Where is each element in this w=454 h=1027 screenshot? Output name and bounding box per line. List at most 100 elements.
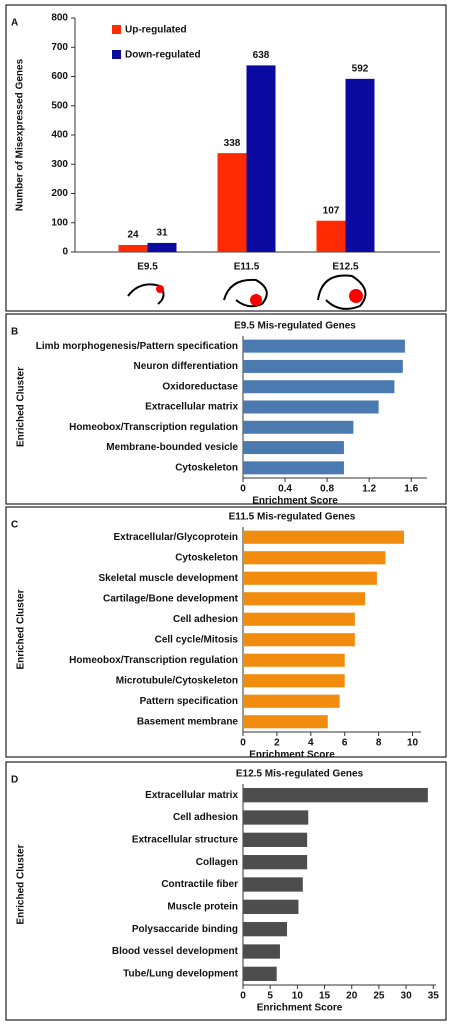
value-label: 638 (253, 50, 270, 61)
chart-title: E9.5 Mis-regulated Genes (234, 321, 356, 332)
x-tick-label: 10 (292, 991, 304, 1002)
y-tick-label: Oxidoreductase (162, 381, 238, 392)
bar (246, 65, 276, 252)
y-tick-label: Cell adhesion (173, 812, 238, 823)
y-tick-label: Skeletal muscle development (98, 573, 238, 584)
chart-title: E12.5 Mis-regulated Genes (236, 769, 364, 780)
legend-swatch (112, 25, 121, 34)
x-tick-label: 10 (407, 738, 419, 749)
embryo (223, 278, 268, 308)
y-tick-label: Membrane-bounded vesicle (106, 442, 238, 453)
y-tick-label: 300 (51, 159, 68, 170)
y-tick-label: 400 (51, 130, 68, 141)
bar (243, 400, 379, 414)
y-tick-label: Limb morphogenesis/Pattern specification (36, 341, 238, 352)
x-tick-label: 0 (240, 484, 246, 495)
value-label: 338 (224, 138, 241, 149)
x-tick-label: E11.5 (234, 262, 260, 273)
x-tick-label: 5 (267, 991, 273, 1002)
y-tick-label: 800 (51, 13, 68, 24)
panel-label: B (11, 327, 18, 338)
bar (243, 441, 344, 455)
y-tick-label: 100 (51, 217, 68, 228)
y-tick-label: Basement membrane (137, 716, 239, 727)
y-tick-label: 0 (62, 247, 68, 258)
x-tick-label: 30 (401, 991, 413, 1002)
y-tick-label: Blood vessel development (112, 946, 239, 957)
y-tick-label: Collagen (196, 857, 238, 868)
bar (243, 855, 308, 870)
bar (243, 530, 405, 544)
x-axis-label: Enrichment Score (257, 1003, 343, 1014)
panel-frame (5, 313, 447, 505)
panel-frame (5, 4, 447, 312)
y-tick-label: 200 (51, 188, 68, 199)
y-tick-label: 600 (51, 71, 68, 82)
x-tick-label: 0.4 (278, 484, 292, 495)
y-tick-label: Neuron differentiation (134, 361, 238, 372)
x-tick-label: 6 (342, 738, 348, 749)
y-tick-label: 500 (51, 100, 68, 111)
embryo-spot (250, 294, 262, 306)
bar (243, 592, 366, 606)
bar (243, 380, 395, 394)
x-tick-label: 35 (428, 991, 440, 1002)
y-tick-label: Muscle protein (167, 901, 238, 912)
bar (243, 944, 280, 959)
x-tick-label: E12.5 (332, 262, 359, 273)
y-tick-label: Pattern specification (140, 696, 238, 707)
x-tick-label: 8 (376, 738, 382, 749)
y-tick-label: Contractile fiber (161, 879, 238, 890)
panel-label: A (11, 18, 18, 29)
y-tick-label: Polysaccaride binding (132, 924, 238, 935)
bar (243, 788, 428, 803)
bar (243, 810, 309, 825)
y-axis-label: Enriched Cluster (16, 844, 27, 924)
y-tick-label: Cell adhesion (173, 614, 238, 625)
embryo-spot (156, 285, 164, 293)
y-tick-label: Extracellular matrix (145, 790, 238, 801)
y-axis-label: Enriched Cluster (16, 367, 27, 447)
bar (243, 359, 403, 373)
y-tick-label: Cytoskeleton (175, 552, 238, 563)
bar (243, 877, 303, 892)
x-axis-label: Enrichment Score (252, 496, 338, 507)
bar (316, 220, 346, 252)
bar (243, 966, 277, 981)
y-tick-label: 700 (51, 42, 68, 53)
x-tick-label: 2 (274, 738, 280, 749)
y-axis-label: Enriched Cluster (16, 589, 27, 669)
value-label: 107 (323, 205, 340, 216)
bar (243, 461, 344, 475)
x-tick-label: 1.6 (404, 484, 418, 495)
bar (243, 571, 377, 585)
legend-label: Up-regulated (125, 25, 187, 36)
x-tick-label: E9.5 (137, 262, 158, 273)
y-tick-label: Homeobox/Transcription regulation (69, 655, 238, 666)
bar (243, 715, 328, 729)
bar (345, 78, 375, 252)
y-tick-label: Cytoskeleton (175, 462, 238, 473)
bar (147, 242, 177, 252)
y-tick-label: Tube/Lung development (123, 968, 238, 979)
y-axis-label: Number of Misexpressed Genes (15, 58, 26, 211)
bar (243, 674, 345, 688)
bar (243, 832, 308, 847)
embryo-sketches (127, 274, 367, 310)
bar (243, 694, 340, 708)
value-label: 31 (156, 228, 168, 239)
y-tick-label: Extracellular/Glycoprotein (114, 532, 239, 543)
embryo (317, 274, 367, 310)
bar (243, 899, 299, 914)
value-label: 24 (127, 230, 139, 241)
x-tick-label: 15 (319, 991, 331, 1002)
y-tick-label: Microtubule/Cytoskeleton (116, 675, 238, 686)
value-label: 592 (352, 63, 369, 74)
bar (243, 922, 288, 937)
panel-frame (5, 506, 447, 758)
bar (243, 420, 354, 434)
panel-label: C (11, 520, 18, 531)
panel-label: D (11, 775, 18, 786)
y-tick-label: Extracellular structure (132, 834, 239, 845)
